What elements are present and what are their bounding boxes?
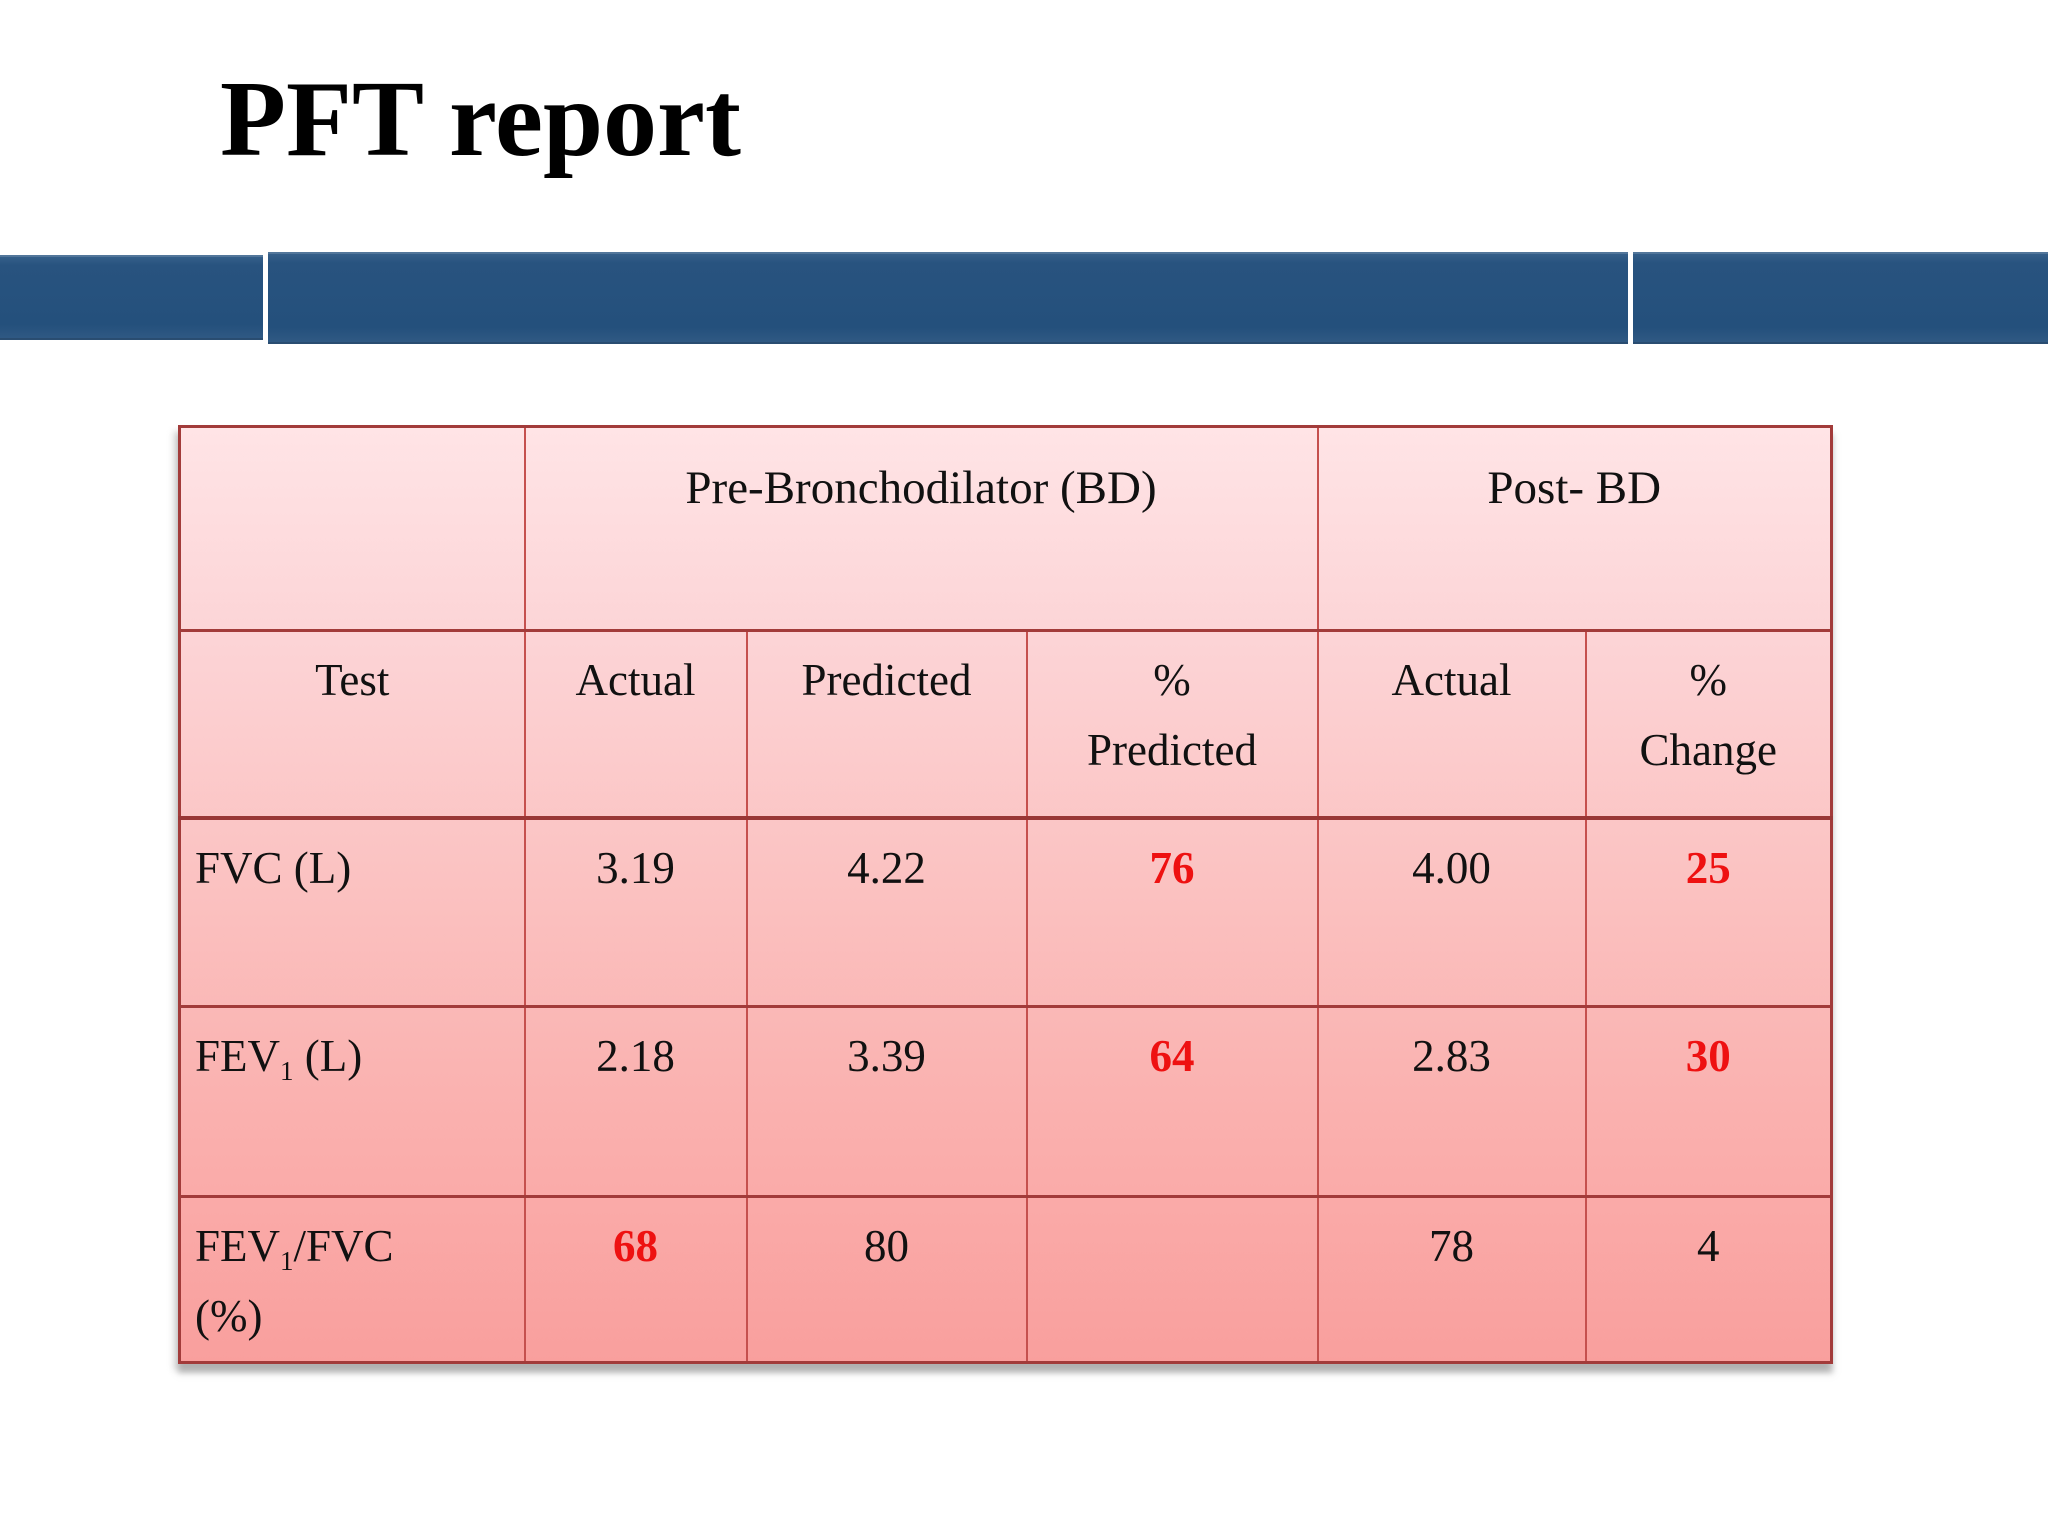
cell-fev1-pre-pct-predicted: 64 bbox=[1025, 1005, 1319, 1198]
accent-bar-segment-right bbox=[1633, 252, 2048, 344]
column-header-pre-predicted: Predicted bbox=[745, 629, 1028, 820]
test-label-line2: (%) bbox=[195, 1290, 263, 1341]
cell-ratio-pre-actual: 68 bbox=[523, 1195, 748, 1364]
test-label-after: (L) bbox=[293, 1031, 363, 1081]
cell-ratio-pre-predicted: 80 bbox=[745, 1195, 1028, 1364]
cell-fev1-post-actual: 2.83 bbox=[1316, 1005, 1587, 1198]
table-row-fev1-fvc-ratio: FEV1/FVC (%) 68 80 78 4 bbox=[178, 1195, 1833, 1364]
pct-predicted-line1: % bbox=[1153, 655, 1191, 705]
column-header-test: Test bbox=[178, 629, 526, 820]
accent-bar-segment-middle bbox=[268, 252, 1628, 344]
corner-cell bbox=[178, 425, 526, 632]
accent-bar bbox=[0, 252, 2048, 344]
test-label-after: /FVC bbox=[293, 1221, 394, 1271]
table-row-fvc: FVC (L) 3.19 4.22 76 4.00 25 bbox=[178, 816, 1833, 1008]
table-row-fev1: FEV1 (L) 2.18 3.39 64 2.83 30 bbox=[178, 1005, 1833, 1198]
pct-change-line1: % bbox=[1689, 655, 1728, 705]
column-header-pre-pct-predicted: % Predicted bbox=[1025, 629, 1319, 820]
column-header-post-pct-change: % Change bbox=[1584, 629, 1833, 820]
cell-ratio-test: FEV1/FVC (%) bbox=[178, 1195, 526, 1364]
pct-predicted-line2: Predicted bbox=[1087, 724, 1257, 775]
cell-fvc-pre-predicted: 4.22 bbox=[745, 816, 1028, 1008]
column-header-row: Test Actual Predicted % Predicted Actual… bbox=[178, 629, 1833, 820]
cell-ratio-post-pct-change: 4 bbox=[1584, 1195, 1833, 1364]
test-label-subscript: 1 bbox=[280, 1246, 294, 1276]
cell-ratio-post-actual: 78 bbox=[1316, 1195, 1587, 1364]
slide-title: PFT report bbox=[220, 60, 741, 179]
cell-fvc-post-pct-change: 25 bbox=[1584, 816, 1833, 1008]
cell-fvc-post-actual: 4.00 bbox=[1316, 816, 1587, 1008]
column-header-post-actual: Actual bbox=[1316, 629, 1587, 820]
test-label: FEV bbox=[195, 1221, 281, 1271]
cell-fev1-pre-predicted: 3.39 bbox=[745, 1005, 1028, 1198]
cell-fev1-test: FEV1 (L) bbox=[178, 1005, 526, 1198]
column-header-pre-actual: Actual bbox=[523, 629, 748, 820]
test-label: FVC (L) bbox=[195, 842, 352, 893]
group-header-row: Pre-Bronchodilator (BD) Post- BD bbox=[178, 425, 1833, 632]
cell-fev1-pre-actual: 2.18 bbox=[523, 1005, 748, 1198]
cell-fev1-post-pct-change: 30 bbox=[1584, 1005, 1833, 1198]
test-label-subscript: 1 bbox=[280, 1056, 294, 1086]
group-header-post-bd: Post- BD bbox=[1316, 425, 1833, 632]
cell-ratio-pre-pct-predicted bbox=[1025, 1195, 1319, 1364]
pct-change-line2: Change bbox=[1639, 724, 1777, 775]
cell-fvc-pre-actual: 3.19 bbox=[523, 816, 748, 1008]
cell-fvc-pre-pct-predicted: 76 bbox=[1025, 816, 1319, 1008]
pft-results-table: Pre-Bronchodilator (BD) Post- BD Test Ac… bbox=[178, 425, 1834, 1364]
group-header-pre-bronchodilator: Pre-Bronchodilator (BD) bbox=[523, 425, 1319, 632]
accent-bar-segment-left bbox=[0, 255, 263, 340]
test-label: FEV bbox=[195, 1031, 281, 1081]
cell-fvc-test: FVC (L) bbox=[178, 816, 526, 1008]
